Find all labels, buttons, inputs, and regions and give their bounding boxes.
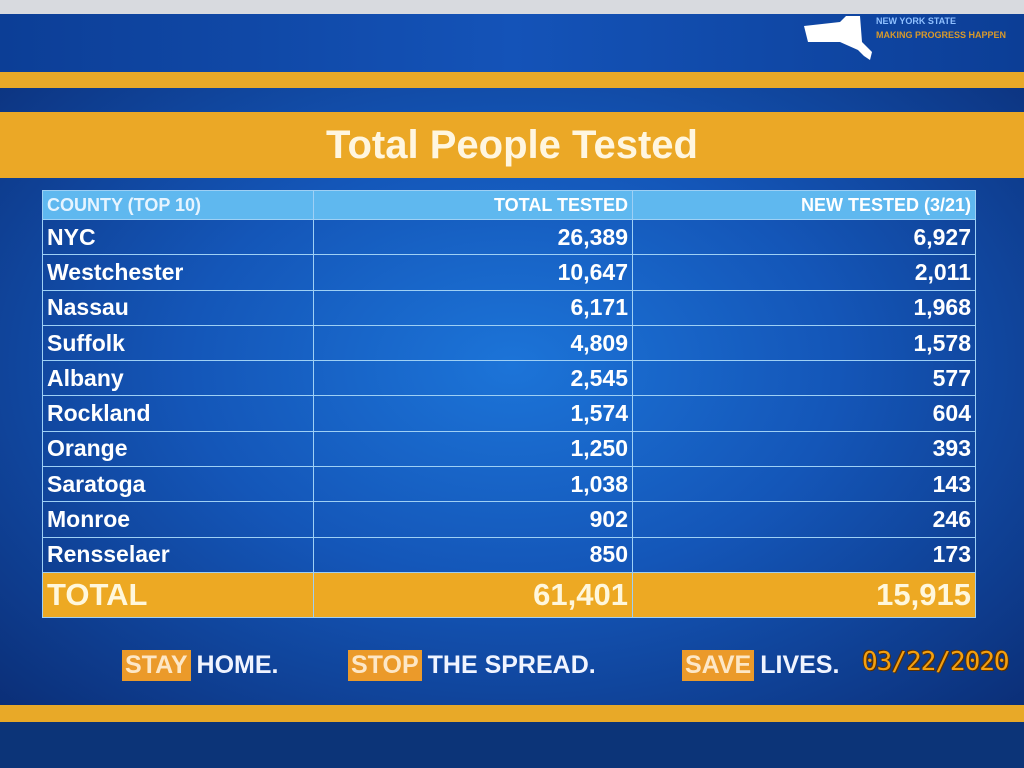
table-row: NYC 26,389 6,927 <box>42 218 976 256</box>
total-tested-cell: 10,647 <box>313 254 633 291</box>
table-row: Albany 2,545 577 <box>42 360 976 397</box>
slogan-highlight: STOP <box>348 650 422 681</box>
county-cell: NYC <box>42 218 314 256</box>
top-strip <box>0 0 1024 14</box>
table-row: Orange 1,250 393 <box>42 430 976 468</box>
new-tested-cell: 1,578 <box>632 324 976 362</box>
ny-state-map-icon <box>804 16 872 60</box>
county-cell: Orange <box>42 430 314 468</box>
new-tested-cell: 2,011 <box>632 254 976 291</box>
county-cell: Albany <box>42 360 314 397</box>
county-cell: Rockland <box>42 395 314 432</box>
county-cell: TOTAL <box>42 571 314 618</box>
bottom-band <box>0 722 1024 768</box>
total-tested-cell: 1,574 <box>313 395 633 432</box>
table-row: Saratoga 1,038 143 <box>42 466 976 503</box>
page-title: Total People Tested <box>326 122 698 167</box>
total-tested-cell: 850 <box>313 536 633 573</box>
table-row: Rensselaer 850 173 <box>42 536 976 573</box>
title-bar: Total People Tested <box>0 112 1024 178</box>
slogan-text: LIVES. <box>760 651 840 679</box>
ny-state-logo: NEW YORK STATE MAKING PROGRESS HAPPEN <box>800 12 1006 62</box>
slogan-highlight: STAY <box>122 650 191 681</box>
total-tested-cell: 6,171 <box>313 289 633 326</box>
slogan-stay-home: STAY HOME. <box>122 650 278 681</box>
new-tested-cell: 6,927 <box>632 218 976 256</box>
new-tested-cell: 15,915 <box>632 571 976 618</box>
orange-stripe-bottom <box>0 705 1024 722</box>
slogan-highlight: SAVE <box>682 650 755 681</box>
table-row: Suffolk 4,809 1,578 <box>42 324 976 362</box>
new-tested-cell: 604 <box>632 395 976 432</box>
testing-table: COUNTY (TOP 10) TOTAL TESTED NEW TESTED … <box>42 190 976 618</box>
col-header-new: NEW TESTED (3/21) <box>632 190 976 220</box>
orange-stripe-top <box>0 72 1024 88</box>
slogan-text: HOME. <box>196 651 279 679</box>
new-tested-cell: 173 <box>632 536 976 573</box>
county-cell: Saratoga <box>42 466 314 503</box>
county-cell: Westchester <box>42 254 314 291</box>
total-tested-cell: 61,401 <box>313 571 633 618</box>
table-row: Monroe 902 246 <box>42 501 976 538</box>
date-stamp: 03/22/2020 <box>862 647 1010 677</box>
total-tested-cell: 4,809 <box>313 324 633 362</box>
county-cell: Suffolk <box>42 324 314 362</box>
new-tested-cell: 393 <box>632 430 976 468</box>
new-tested-cell: 1,968 <box>632 289 976 326</box>
logo-text-tagline: MAKING PROGRESS HAPPEN <box>876 30 1007 40</box>
col-header-county: COUNTY (TOP 10) <box>42 190 314 220</box>
slogan-save-lives: SAVE LIVES. <box>682 650 839 681</box>
total-tested-cell: 1,250 <box>313 430 633 468</box>
total-tested-cell: 1,038 <box>313 466 633 503</box>
table-row: Nassau 6,171 1,968 <box>42 289 976 326</box>
table-header: COUNTY (TOP 10) TOTAL TESTED NEW TESTED … <box>42 190 976 220</box>
slogan-text: THE SPREAD. <box>427 651 596 679</box>
county-cell: Monroe <box>42 501 314 538</box>
county-cell: Nassau <box>42 289 314 326</box>
logo-text-nys: NEW YORK STATE <box>876 16 957 26</box>
total-tested-cell: 902 <box>313 501 633 538</box>
col-header-total: TOTAL TESTED <box>313 190 633 220</box>
total-tested-cell: 26,389 <box>313 218 633 256</box>
new-tested-cell: 577 <box>632 360 976 397</box>
total-tested-cell: 2,545 <box>313 360 633 397</box>
county-cell: Rensselaer <box>42 536 314 573</box>
slogan-stop-spread: STOP THE SPREAD. <box>348 650 596 681</box>
new-tested-cell: 143 <box>632 466 976 503</box>
total-row: TOTAL 61,401 15,915 <box>42 571 976 618</box>
new-tested-cell: 246 <box>632 501 976 538</box>
table-row: Rockland 1,574 604 <box>42 395 976 432</box>
table-row: Westchester 10,647 2,011 <box>42 254 976 291</box>
slogan-bar: STAY HOME. STOP THE SPREAD. SAVE LIVES. <box>0 650 1024 684</box>
